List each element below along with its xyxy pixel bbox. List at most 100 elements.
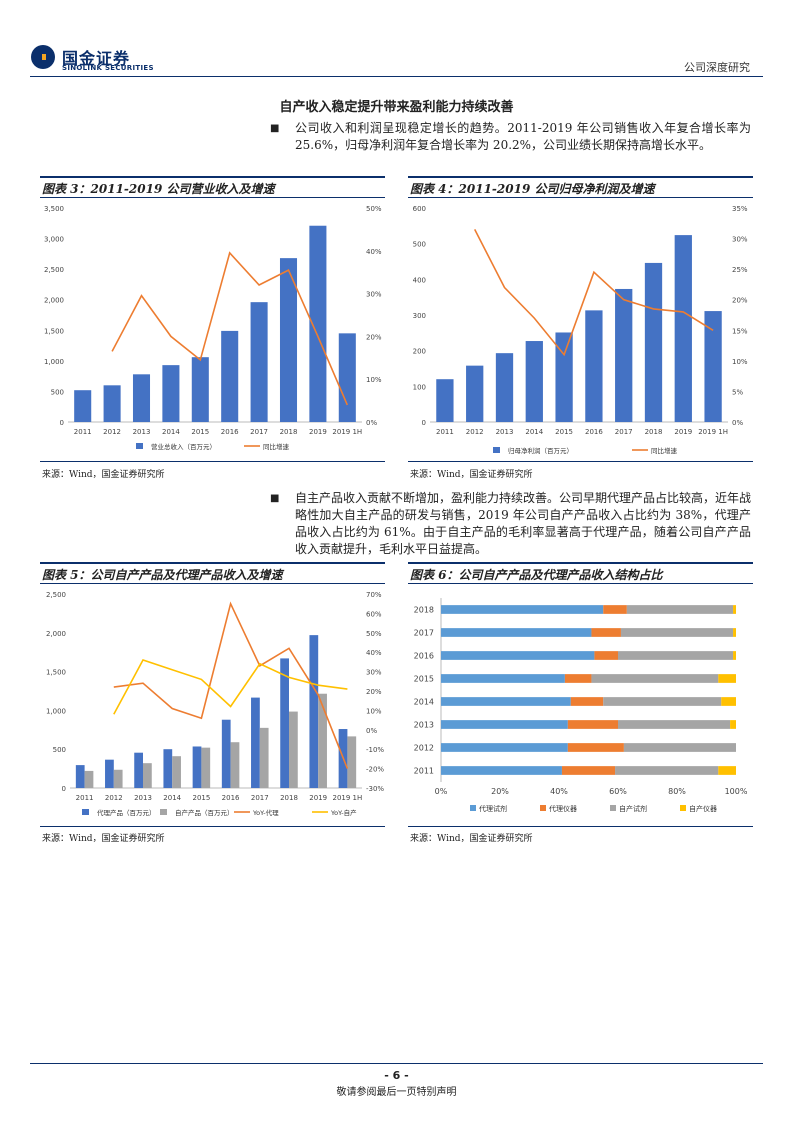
fig6-chart: 0% 20% 40% 60% 80% 100% 2018 2017 2016 2015 2014 20… xyxy=(414,598,748,813)
x-tick-label: 2019 xyxy=(309,794,327,802)
y2-tick-label: 20% xyxy=(366,333,382,341)
bar xyxy=(615,288,633,422)
legend-label: 代理试剂 xyxy=(479,804,507,813)
footer-divider xyxy=(30,1063,763,1064)
bar xyxy=(338,333,356,422)
stacked-bar-segment xyxy=(603,697,722,706)
y2-tick-label: -20% xyxy=(366,766,384,774)
legend-swatch xyxy=(540,805,546,811)
x-tick-label: 40% xyxy=(550,787,568,796)
legend-label: 自产试剂 xyxy=(619,804,647,813)
stacked-bar-segment xyxy=(570,697,604,706)
stacked-bar-segment xyxy=(718,766,736,775)
legend-label: 代理仪器 xyxy=(549,804,577,813)
bar xyxy=(221,719,231,788)
stacked-bar-segment xyxy=(441,766,562,775)
y2-tick-label: 70% xyxy=(366,591,382,599)
legend-swatch xyxy=(680,805,686,811)
stacked-bar-segment xyxy=(730,720,736,729)
stacked-bar-segment xyxy=(733,628,736,637)
bar xyxy=(289,711,298,788)
y2-tick-label: 40% xyxy=(366,248,382,256)
y2-tick-label: 0% xyxy=(732,419,743,427)
x-tick-label: 2018 xyxy=(645,428,663,436)
fig4-chart: 0 100 200 300 400 500 600 0% 5% 10% 15% 20% 25% 30% 35… xyxy=(413,205,748,455)
y-tick-label: 2014 xyxy=(414,698,434,707)
bar xyxy=(309,635,319,788)
fig6-top-rule xyxy=(408,562,753,564)
stacked-bar-segment xyxy=(441,743,568,752)
bar xyxy=(525,341,543,422)
y2-tick-label: 10% xyxy=(366,376,382,384)
y-tick-label: 2,000 xyxy=(46,630,66,638)
bar xyxy=(74,390,92,422)
y2-tick-label: 25% xyxy=(732,266,748,274)
y-tick-label: 300 xyxy=(413,312,426,320)
bar xyxy=(674,235,692,422)
fig3-source: 来源：Wind，国金证券研究所 xyxy=(42,470,165,480)
y2-tick-label: -30% xyxy=(366,785,384,793)
y-tick-label: 200 xyxy=(413,348,426,356)
fig6-bottom-rule xyxy=(408,826,753,827)
bar xyxy=(436,379,454,422)
y-tick-label: 2,500 xyxy=(46,591,66,599)
paragraph-2: 自主产品收入贡献不断增加，盈利能力持续改善。公司早期代理产品占比较高，近年战略性… xyxy=(295,491,752,556)
stacked-bar-segment xyxy=(718,674,736,683)
stacked-bar-segment xyxy=(441,651,595,660)
stacked-bar-segment xyxy=(561,766,616,775)
x-tick-label: 2015 xyxy=(192,794,210,802)
y2-tick-label: -10% xyxy=(366,746,384,754)
x-tick-label: 2012 xyxy=(466,428,484,436)
x-tick-label: 2013 xyxy=(133,428,151,436)
x-tick-label: 2019 1H xyxy=(698,428,728,436)
bar xyxy=(132,374,151,422)
y2-tick-label: 10% xyxy=(366,707,382,715)
legend-swatch xyxy=(160,809,167,815)
legend-swatch xyxy=(610,805,616,811)
legend-label: YoY-自产 xyxy=(330,808,357,817)
y-tick-label: 2,500 xyxy=(44,266,64,274)
bar xyxy=(495,353,514,422)
stacked-bar-segment xyxy=(618,720,731,729)
y2-tick-label: 20% xyxy=(366,688,382,696)
stacked-bar-segment xyxy=(620,628,734,637)
x-tick-label: 20% xyxy=(491,787,509,796)
fig4-bottom-rule xyxy=(408,461,753,462)
bar xyxy=(172,756,181,788)
fig4-title: 图表 4：2011-2019 公司归母净利润及增速 xyxy=(410,182,655,196)
bar xyxy=(192,746,202,788)
x-tick-label: 2016 xyxy=(221,428,239,436)
bar xyxy=(162,365,180,422)
x-tick-label: 2019 xyxy=(674,428,692,436)
y-tick-label: 2016 xyxy=(414,652,434,661)
disclaimer: 敬请参阅最后一页特别声明 xyxy=(336,1087,457,1098)
y-tick-label: 1,000 xyxy=(44,358,64,366)
stacked-bar-segment xyxy=(615,766,719,775)
stacked-bar-segment xyxy=(623,743,736,752)
page-number: - 6 - xyxy=(384,1069,409,1082)
y-tick-label: 2,000 xyxy=(44,297,64,305)
header-divider xyxy=(30,76,763,77)
fig6-source: 来源：Wind，国金证券研究所 xyxy=(410,834,533,844)
y2-tick-label: 5% xyxy=(732,388,743,396)
y2-tick-label: 10% xyxy=(732,358,748,366)
stacked-bar-segment xyxy=(603,605,627,614)
bar xyxy=(309,225,327,422)
fig3-title: 图表 3：2011-2019 公司营业收入及增速 xyxy=(42,182,275,196)
fig5-bottom-rule xyxy=(40,826,385,827)
series-line xyxy=(473,229,714,357)
y-tick-label: 3,000 xyxy=(44,236,64,244)
series-line xyxy=(113,601,349,769)
x-tick-label: 2011 xyxy=(436,428,454,436)
bar xyxy=(280,658,289,788)
stacked-bar-segment xyxy=(721,697,736,706)
bar xyxy=(113,769,123,788)
x-tick-label: 2012 xyxy=(105,794,123,802)
bar xyxy=(163,749,173,788)
y2-tick-label: 20% xyxy=(732,297,748,305)
y-tick-label: 2012 xyxy=(414,744,434,753)
logo-subtext: SINOLINK SECURITIES xyxy=(62,64,154,72)
y-tick-label: 500 xyxy=(413,241,426,249)
legend-label: YoY-代理 xyxy=(252,808,279,817)
bar xyxy=(191,357,209,422)
